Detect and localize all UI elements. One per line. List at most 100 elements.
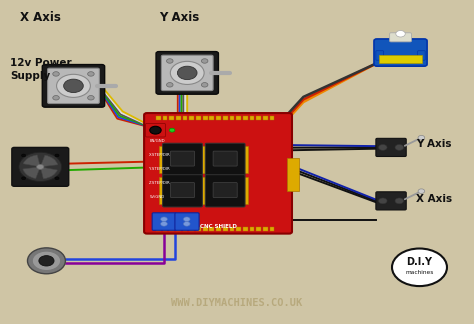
Circle shape: [379, 198, 387, 204]
Circle shape: [55, 177, 59, 180]
Bar: [190, 116, 194, 120]
Bar: [216, 227, 221, 231]
Bar: [203, 227, 208, 231]
Circle shape: [161, 217, 167, 222]
Bar: [163, 227, 167, 231]
Bar: [203, 116, 208, 120]
Wedge shape: [40, 155, 58, 167]
FancyBboxPatch shape: [244, 146, 248, 173]
Bar: [229, 116, 234, 120]
Wedge shape: [40, 167, 57, 179]
FancyBboxPatch shape: [205, 175, 245, 207]
Bar: [156, 116, 161, 120]
FancyBboxPatch shape: [42, 64, 105, 107]
Circle shape: [177, 66, 197, 80]
Bar: [243, 227, 248, 231]
Bar: [176, 116, 181, 120]
Bar: [223, 227, 228, 231]
Text: Y Axis: Y Axis: [159, 11, 199, 24]
Circle shape: [396, 30, 405, 37]
FancyBboxPatch shape: [287, 158, 299, 191]
Circle shape: [170, 61, 204, 85]
FancyBboxPatch shape: [175, 213, 199, 230]
Circle shape: [183, 217, 190, 222]
Text: 12v Power
Supply: 12v Power Supply: [10, 58, 72, 81]
Circle shape: [395, 198, 403, 204]
Circle shape: [418, 189, 425, 193]
Circle shape: [32, 251, 61, 271]
Circle shape: [53, 96, 59, 100]
Text: 5V/GND: 5V/GND: [149, 195, 164, 199]
FancyBboxPatch shape: [144, 113, 292, 234]
FancyBboxPatch shape: [159, 146, 164, 173]
Text: Y.STEP/DIR: Y.STEP/DIR: [149, 167, 170, 171]
Circle shape: [418, 135, 425, 140]
Circle shape: [201, 83, 208, 87]
Bar: [182, 227, 187, 231]
Circle shape: [88, 96, 94, 100]
Bar: [250, 116, 255, 120]
FancyBboxPatch shape: [146, 123, 165, 137]
Bar: [223, 116, 228, 120]
FancyBboxPatch shape: [376, 138, 406, 156]
FancyBboxPatch shape: [213, 183, 237, 198]
FancyBboxPatch shape: [161, 55, 213, 91]
Bar: [169, 227, 174, 231]
FancyBboxPatch shape: [163, 143, 202, 176]
Bar: [250, 227, 255, 231]
Bar: [156, 227, 161, 231]
FancyBboxPatch shape: [159, 177, 164, 204]
Circle shape: [169, 128, 175, 132]
Bar: [210, 116, 214, 120]
FancyBboxPatch shape: [374, 39, 427, 66]
Circle shape: [395, 145, 403, 150]
Circle shape: [166, 59, 173, 63]
Circle shape: [64, 79, 83, 93]
Bar: [229, 227, 234, 231]
FancyBboxPatch shape: [171, 183, 194, 198]
Wedge shape: [23, 167, 40, 179]
Bar: [256, 227, 261, 231]
FancyBboxPatch shape: [244, 177, 248, 204]
Circle shape: [88, 72, 94, 76]
FancyBboxPatch shape: [12, 147, 69, 186]
Text: D.I.Y: D.I.Y: [407, 258, 432, 267]
Circle shape: [19, 152, 62, 181]
Circle shape: [166, 83, 173, 87]
Circle shape: [27, 248, 65, 274]
Wedge shape: [23, 155, 40, 167]
FancyBboxPatch shape: [202, 146, 207, 173]
Circle shape: [36, 164, 44, 169]
FancyBboxPatch shape: [201, 146, 206, 173]
Bar: [196, 227, 201, 231]
Text: X.STEP/DIR: X.STEP/DIR: [149, 153, 171, 157]
FancyBboxPatch shape: [163, 175, 202, 207]
Text: WWW.DIYMACHINES.CO.UK: WWW.DIYMACHINES.CO.UK: [172, 298, 302, 308]
FancyBboxPatch shape: [390, 33, 411, 42]
Bar: [196, 116, 201, 120]
Bar: [263, 116, 268, 120]
Bar: [243, 116, 248, 120]
Text: machines: machines: [405, 270, 434, 275]
FancyBboxPatch shape: [156, 52, 219, 94]
Text: Y Axis: Y Axis: [416, 139, 452, 149]
Circle shape: [201, 59, 208, 63]
Bar: [169, 116, 174, 120]
FancyBboxPatch shape: [205, 143, 245, 176]
Circle shape: [161, 222, 167, 226]
Circle shape: [55, 154, 59, 157]
Text: Z.STEP/DIR: Z.STEP/DIR: [149, 181, 171, 185]
FancyBboxPatch shape: [213, 151, 237, 166]
Bar: [270, 227, 274, 231]
Bar: [163, 116, 167, 120]
Bar: [263, 227, 268, 231]
Bar: [256, 116, 261, 120]
Circle shape: [21, 177, 26, 180]
Circle shape: [379, 145, 387, 150]
FancyBboxPatch shape: [47, 68, 100, 104]
FancyBboxPatch shape: [379, 55, 422, 63]
FancyBboxPatch shape: [376, 192, 406, 210]
FancyBboxPatch shape: [418, 51, 425, 60]
Text: X Axis: X Axis: [20, 11, 61, 24]
FancyBboxPatch shape: [171, 151, 194, 166]
